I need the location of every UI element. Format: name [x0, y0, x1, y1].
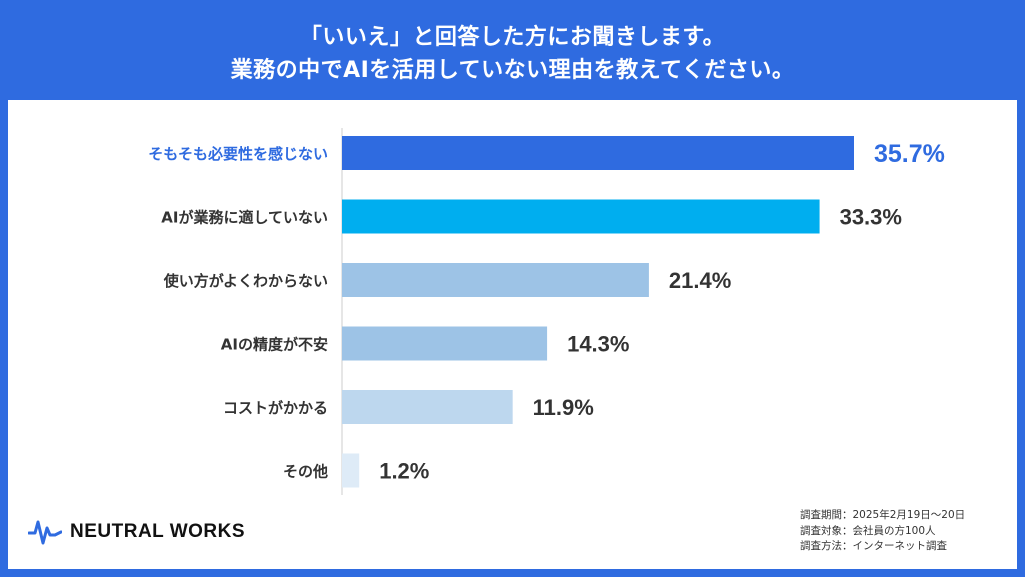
survey-info-value: 2025年2月19日～20日	[852, 509, 966, 521]
header-banner: 「いいえ」と回答した方にお聞きします。 業務の中でAIを活用していない理由を教え…	[8, 8, 1017, 100]
value-label: 21.4%	[669, 268, 731, 293]
survey-info-label: 調査期間	[800, 509, 842, 521]
bar	[342, 390, 513, 424]
pulse-wave-icon	[28, 520, 62, 545]
bar	[342, 199, 820, 234]
survey-info-label: 調査対象	[800, 524, 842, 537]
brand-logo: NEUTRAL WORKS	[28, 518, 245, 546]
survey-info-row: 調査方法：インターネット調査	[800, 539, 965, 555]
value-label: 1.2%	[379, 459, 429, 484]
bar	[342, 453, 360, 488]
category-label: そもそも必要性を感じない	[148, 145, 328, 163]
header-question-line-2: 業務の中でAIを活用していない理由を教えてください。	[230, 58, 795, 83]
header-question-line-1: 「いいえ」と回答した方にお聞きします。	[299, 25, 726, 50]
survey-info-label: 調査方法	[800, 540, 842, 552]
category-label: その他	[283, 463, 328, 481]
survey-info-row: 調査対象：会社員の方100人	[800, 524, 965, 540]
survey-info-row: 調査期間：2025年2月19日～20日	[800, 508, 965, 524]
survey-info-separator: ：	[842, 540, 853, 552]
survey-info-separator: ：	[842, 509, 853, 521]
category-label: コストがかかる	[223, 399, 328, 417]
bar	[342, 326, 548, 361]
category-label: AIの精度が不安	[221, 336, 328, 354]
survey-info: 調査期間：2025年2月19日～20日 調査対象：会社員の方100人 調査方法：…	[800, 508, 965, 555]
category-label: AIが業務に適していない	[161, 209, 328, 227]
value-label: 33.3%	[840, 205, 902, 230]
value-label: 35.7%	[874, 140, 945, 168]
survey-info-value: 会社員の方100人	[852, 524, 936, 537]
value-label: 14.3%	[567, 332, 629, 357]
brand-name: NEUTRAL WORKS	[70, 521, 246, 542]
bar	[342, 136, 854, 170]
survey-info-value: インターネット調査	[852, 540, 948, 552]
value-label: 11.9%	[533, 395, 594, 420]
bar	[342, 263, 649, 297]
category-label: 使い方がよくわからない	[163, 272, 328, 290]
survey-info-separator: ：	[842, 524, 853, 537]
